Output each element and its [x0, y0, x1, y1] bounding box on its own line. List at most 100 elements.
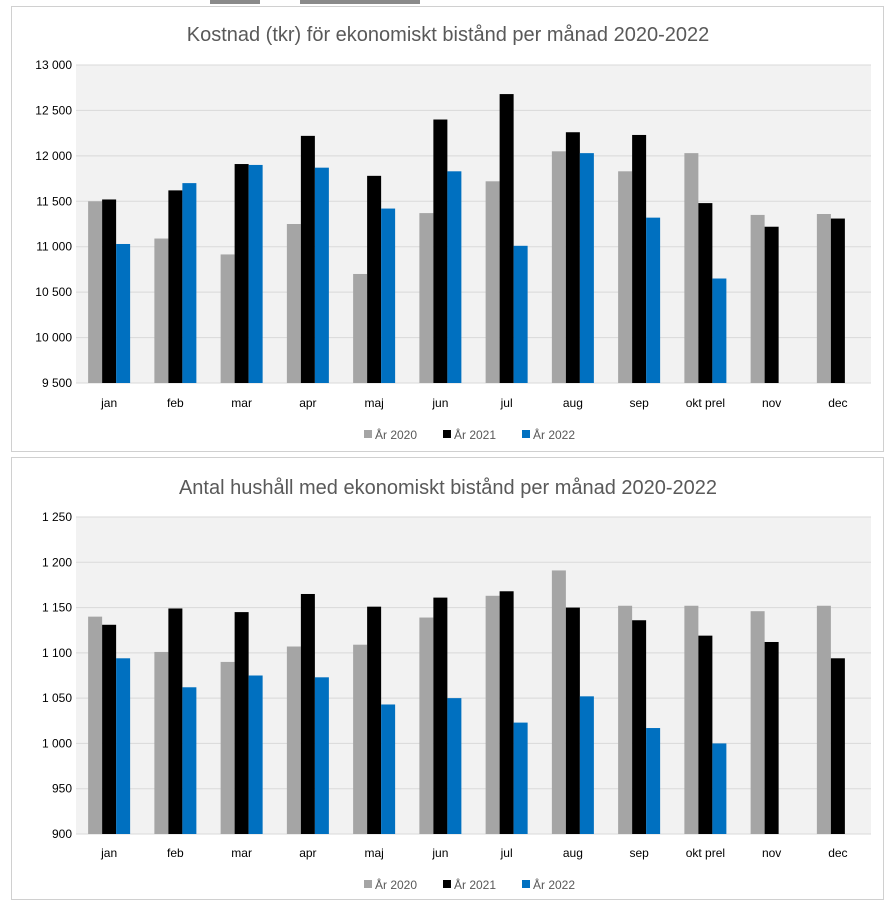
bar-ar-2022-sep	[646, 728, 661, 834]
bar-ar-2022-maj	[381, 704, 396, 834]
chart-kostnad-svg: Kostnad (tkr) för ekonomiskt bistånd per…	[35, 24, 871, 442]
y-tick-label: 10 500	[35, 285, 72, 299]
bar-ar-2022-aug	[579, 696, 594, 834]
bar-ar-2021-okt-prel	[698, 635, 713, 834]
legend-entry: År 2021	[454, 427, 496, 442]
bar-ar-2020-feb	[154, 651, 169, 834]
y-tick-label: 10 000	[35, 331, 72, 345]
cropped-text-fragment	[300, 0, 420, 4]
bar-ar-2021-aug	[565, 132, 580, 383]
bar-ar-2021-jun	[433, 597, 448, 834]
bar-ar-2020-sep	[618, 605, 633, 834]
bar-ar-2022-apr	[314, 677, 329, 834]
bar-ar-2022-apr	[314, 167, 329, 383]
x-tick-label: dec	[828, 396, 847, 410]
bar-ar-2020-jul	[485, 181, 500, 383]
y-tick-label: 9 500	[42, 376, 72, 390]
bar-ar-2021-maj	[367, 175, 382, 383]
bar-ar-2021-dec	[830, 218, 845, 383]
cropped-text-fragment	[210, 0, 260, 4]
bar-ar-2020-feb	[154, 238, 169, 383]
bar-ar-2020-aug	[551, 570, 566, 834]
bar-ar-2021-mar	[234, 612, 249, 834]
chart-title: Kostnad (tkr) för ekonomiskt bistånd per…	[187, 24, 710, 46]
bar-ar-2020-maj	[353, 644, 368, 834]
bar-ar-2020-apr	[286, 646, 301, 834]
bar-ar-2021-jul	[499, 591, 514, 834]
bar-ar-2022-maj	[381, 208, 396, 383]
legend-swatch	[443, 430, 451, 438]
x-tick-label: maj	[364, 846, 383, 860]
bar-ar-2021-apr	[300, 593, 315, 834]
bar-ar-2022-jul	[513, 245, 528, 383]
bar-ar-2022-jan	[116, 243, 131, 383]
y-tick-label: 12 000	[35, 149, 72, 163]
bar-ar-2021-jan	[102, 199, 117, 383]
bar-ar-2021-feb	[168, 608, 183, 834]
x-tick-label: feb	[167, 846, 184, 860]
bar-ar-2021-feb	[168, 190, 183, 383]
y-tick-label: 1 150	[42, 601, 72, 615]
legend-entry: År 2022	[533, 427, 575, 442]
x-tick-label: mar	[231, 396, 252, 410]
bar-ar-2022-jan	[116, 658, 131, 834]
bar-ar-2021-jun	[433, 119, 448, 383]
bar-ar-2020-okt-prel	[684, 153, 699, 383]
chart-panel-antal-hushall: Antal hushåll med ekonomiskt bistånd per…	[11, 457, 884, 900]
bar-ar-2020-mar	[220, 254, 235, 383]
bar-ar-2021-mar	[234, 164, 249, 383]
x-tick-label: nov	[762, 396, 781, 410]
x-tick-label: mar	[231, 846, 252, 860]
bar-ar-2020-jun	[419, 617, 434, 834]
x-tick-label: sep	[629, 396, 649, 410]
x-tick-label: sep	[629, 846, 649, 860]
legend-swatch	[522, 880, 530, 888]
x-tick-label: jan	[100, 846, 117, 860]
bar-ar-2022-okt-prel	[712, 278, 727, 383]
bar-ar-2022-mar	[248, 164, 263, 383]
x-tick-label: okt prel	[686, 846, 725, 860]
bar-ar-2021-nov	[764, 226, 779, 383]
bar-ar-2020-jul	[485, 595, 500, 834]
x-tick-label: jun	[431, 846, 448, 860]
bar-ar-2022-mar	[248, 675, 263, 834]
bar-ar-2020-nov	[750, 214, 765, 383]
legend-entry: År 2022	[533, 877, 575, 892]
bar-ar-2022-sep	[646, 217, 661, 383]
bar-ar-2022-jun	[447, 171, 462, 383]
bar-ar-2020-jan	[88, 201, 103, 383]
bar-ar-2020-dec	[816, 605, 831, 834]
bar-ar-2020-nov	[750, 611, 765, 834]
x-tick-label: jul	[500, 846, 513, 860]
x-tick-label: aug	[563, 846, 583, 860]
bar-ar-2021-jul	[499, 94, 514, 384]
bar-ar-2021-dec	[830, 658, 845, 834]
bar-ar-2020-dec	[816, 214, 831, 383]
bar-ar-2020-apr	[286, 224, 301, 383]
legend-swatch	[364, 430, 372, 438]
legend-entry: År 2020	[375, 427, 417, 442]
y-tick-label: 11 000	[36, 240, 72, 254]
bar-ar-2020-aug	[551, 151, 566, 383]
bar-ar-2021-nov	[764, 641, 779, 834]
y-tick-label: 12 500	[35, 103, 72, 117]
y-tick-label: 1 250	[42, 510, 72, 524]
bar-ar-2022-jun	[447, 698, 462, 834]
bar-ar-2020-maj	[353, 273, 368, 383]
bar-ar-2022-aug	[579, 153, 594, 383]
x-tick-label: apr	[299, 396, 316, 410]
y-tick-label: 1 200	[42, 555, 72, 569]
x-tick-label: apr	[299, 846, 316, 860]
chart-title: Antal hushåll med ekonomiskt bistånd per…	[179, 477, 717, 499]
bar-ar-2021-aug	[565, 607, 580, 834]
x-tick-label: maj	[364, 396, 383, 410]
y-tick-label: 1 050	[42, 691, 72, 705]
legend-swatch	[443, 880, 451, 888]
chart-antal-hushall-svg: Antal hushåll med ekonomiskt bistånd per…	[42, 477, 871, 892]
legend-entry: År 2020	[375, 877, 417, 892]
y-tick-label: 1 100	[42, 646, 72, 660]
y-tick-label: 900	[52, 827, 72, 841]
x-tick-label: jul	[500, 396, 513, 410]
bar-ar-2020-okt-prel	[684, 605, 699, 834]
legend-swatch	[522, 430, 530, 438]
